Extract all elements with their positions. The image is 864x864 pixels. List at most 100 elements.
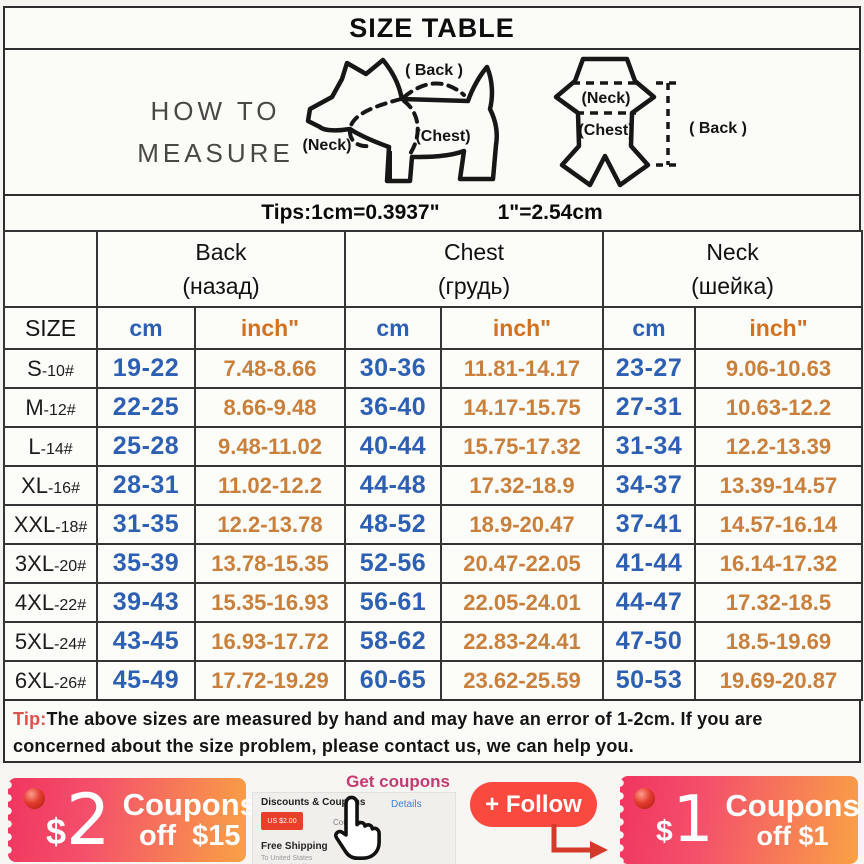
size-label-cell: 3XL-20# (3, 543, 98, 584)
coupon-left-word: Coupons (122, 786, 257, 822)
chest-cm-cell: 40-44 (344, 426, 442, 467)
back-inch-cell: 13.78-15.35 (194, 543, 346, 584)
back-cm-cell: 28-31 (96, 465, 196, 506)
chest-inch-cell: 11.81-14.17 (439, 348, 605, 389)
chest-cm-cell: 52-56 (344, 543, 442, 584)
back-cm-cell: 25-28 (96, 426, 196, 467)
chest-inch-cell: 18.9-20.47 (439, 504, 605, 545)
coupon-left-currency: $ (46, 811, 67, 852)
coupon-left-number: 2 (66, 779, 111, 861)
dog-chest-label: (Chest) (415, 128, 470, 145)
garment-chest-label: (Chest) (578, 122, 633, 139)
back-cm-cell: 19-22 (96, 348, 196, 389)
size-label-cell: 5XL-24# (3, 621, 98, 662)
chest-inch-cell: 23.62-25.59 (439, 660, 605, 701)
group-header-back: Back (назад) (96, 230, 346, 308)
neck-cm-cell: 23-27 (602, 348, 697, 389)
chest-cm-cell: 56-61 (344, 582, 442, 623)
tip-note-text1: The above sizes are measured by hand and… (46, 709, 763, 729)
get-coupons-link[interactable]: Get coupons (346, 772, 450, 791)
neck-inch-cell: 9.06-10.63 (694, 348, 864, 389)
neck-cm-header: cm (602, 306, 697, 350)
tip-note: Tip:The above sizes are measured by hand… (3, 699, 861, 763)
table-row: S-10# 19-22 7.48-8.66 30-36 11.81-14.17 23-27… (3, 348, 864, 389)
garment-back-label: ( Back ) (689, 120, 747, 137)
table-row: XL-16# 28-31 11.02-12.2 44-48 17.32-18.9 34-3… (3, 465, 864, 506)
page-title: SIZE TABLE (349, 12, 515, 43)
size-header: SIZE (3, 306, 98, 350)
conversion-tip-right: 1"=2.54cm (497, 201, 603, 224)
chest-cm-header: cm (344, 306, 442, 350)
back-cm-cell: 22-25 (96, 387, 196, 428)
back-inch-cell: 8.66-9.48 (194, 387, 346, 428)
tip-note-label: Tip: (13, 709, 47, 729)
coupon-scallop-edge (617, 777, 626, 863)
howto-line1: HOW TO (150, 96, 281, 126)
chest-inch-cell: 14.17-15.75 (439, 387, 605, 428)
arrow-right-icon (551, 824, 608, 859)
chest-cm-cell: 44-48 (344, 465, 442, 506)
group-neck-ru: (шейка) (691, 273, 774, 299)
table-row: 6XL-26# 45-49 17.72-19.29 60-65 23.62-25.59 5… (3, 660, 864, 701)
size-table-body: S-10# 19-22 7.48-8.66 30-36 11.81-14.17 23-27… (3, 348, 864, 701)
coupon-price-button[interactable]: US $2.00 (261, 812, 303, 830)
neck-inch-cell: 12.2-13.39 (694, 426, 864, 467)
size-label-cell: M-12# (3, 387, 98, 428)
coupon-right-content: $1 Coupons off $1 (620, 776, 860, 864)
coupon-2-off-15[interactable]: $2 Coupons off $15 (5, 778, 257, 862)
back-inch-cell: 12.2-13.78 (194, 504, 346, 545)
measure-section: HOW TO MEASURE ( Back ) (Chest) (Neck) (… (3, 48, 861, 196)
coupon-1-off-1[interactable]: $1 Coupons off $1 (617, 776, 860, 864)
size-label-cell: 6XL-26# (3, 660, 98, 701)
neck-cm-cell: 27-31 (602, 387, 697, 428)
neck-cm-cell: 41-44 (602, 543, 697, 584)
details-link[interactable]: Details (391, 799, 422, 810)
neck-inch-cell: 10.63-12.2 (694, 387, 864, 428)
chest-inch-cell: 15.75-17.32 (439, 426, 605, 467)
back-inch-header: inch" (194, 306, 346, 350)
group-chest-en: Chest (443, 239, 505, 265)
table-row: XXL-18# 31-35 12.2-13.78 48-52 18.9-20.47 37-… (3, 504, 864, 545)
coupon-ball-icon (24, 788, 45, 809)
neck-cm-cell: 37-41 (602, 504, 697, 545)
size-label-cell: XXL-18# (3, 504, 98, 545)
neck-inch-cell: 13.39-14.57 (694, 465, 864, 506)
group-chest-ru: (грудь) (437, 273, 511, 299)
coupon-right-word: Coupons (725, 787, 860, 823)
coupon-left-amount: $2 (46, 785, 111, 855)
free-shipping-label: Free Shipping (261, 841, 328, 852)
size-label-cell: 4XL-22# (3, 582, 98, 623)
size-table: Back (назад) Chest (грудь) Neck (шейка) … (3, 230, 864, 701)
back-cm-cell: 31-35 (96, 504, 196, 545)
coupon-left-content: $2 Coupons off $15 (8, 778, 257, 862)
promo-strip: $2 Coupons off $15 Get coupons Discounts… (0, 768, 864, 864)
chest-cm-cell: 30-36 (344, 348, 442, 389)
group-header-row: Back (назад) Chest (грудь) Neck (шейка) (3, 230, 864, 308)
corner-cell (3, 230, 98, 308)
back-cm-cell: 35-39 (96, 543, 196, 584)
group-back-en: Back (195, 239, 247, 265)
back-inch-cell: 9.48-11.02 (194, 426, 346, 467)
table-row: M-12# 22-25 8.66-9.48 36-40 14.17-15.75 27-31… (3, 387, 864, 428)
back-cm-cell: 43-45 (96, 621, 196, 662)
back-cm-cell: 45-49 (96, 660, 196, 701)
group-header-chest: Chest (грудь) (343, 230, 605, 308)
group-neck-en: Neck (706, 239, 759, 265)
follow-button[interactable]: + Follow (470, 782, 597, 827)
neck-cm-cell: 47-50 (602, 621, 697, 662)
chest-cm-cell: 60-65 (344, 660, 442, 701)
neck-cm-cell: 50-53 (602, 660, 697, 701)
neck-cm-cell: 34-37 (602, 465, 697, 506)
chest-inch-cell: 20.47-22.05 (439, 543, 605, 584)
chest-inch-cell: 17.32-18.9 (439, 465, 605, 506)
coupon-right-off: off $1 (756, 821, 829, 852)
howto-heading: HOW TO MEASURE (123, 90, 308, 174)
back-inch-cell: 17.72-19.29 (194, 660, 346, 701)
conversion-tip-left: Tips:1cm=0.3937" (261, 201, 440, 224)
neck-inch-cell: 14.57-16.14 (694, 504, 864, 545)
chest-inch-header: inch" (439, 306, 605, 350)
garment-neck-label: (Neck) (582, 90, 631, 107)
conversion-tips-bar: Tips:1cm=0.3937" 1"=2.54cm (3, 194, 861, 232)
neck-inch-cell: 19.69-20.87 (694, 660, 864, 701)
neck-inch-header: inch" (694, 306, 864, 350)
